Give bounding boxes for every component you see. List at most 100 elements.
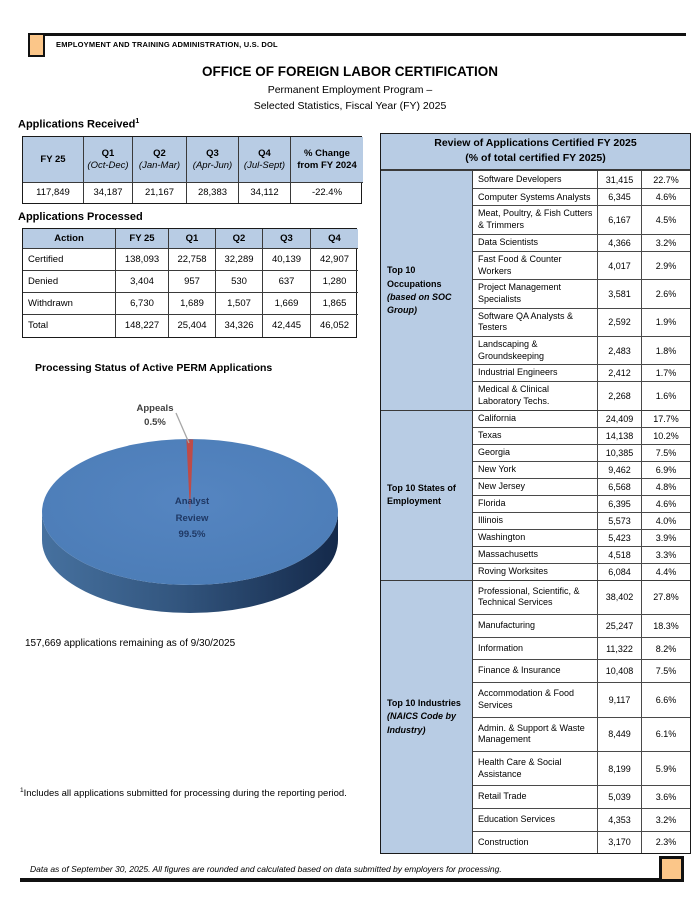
table-cell: 530 — [216, 271, 263, 293]
applications-received-table: FY 25 Q1 (Oct-Dec) Q2 (Jan-Mar) Q3 (Apr-Jun… — [22, 136, 363, 204]
review-item-name: Landscaping & Groundskeeping — [473, 336, 598, 365]
applications-processed-table: Action FY 25 Q1 Q2 Q3 Q4 Certified 138,09… — [22, 228, 358, 338]
top-industries-section: Top 10 Industries (NAICS Code by Industr… — [381, 579, 690, 854]
pie-side — [42, 512, 338, 613]
review-row: California 24,409 17.7% — [473, 410, 690, 427]
review-row: Construction 3,170 2.3% — [473, 830, 690, 854]
review-item-name: Project Management Specialists — [473, 280, 598, 308]
review-item-count: 8,199 — [598, 751, 642, 786]
review-row: Washington 5,423 3.9% — [473, 528, 690, 546]
page-title: OFFICE OF FOREIGN LABOR CERTIFICATION — [202, 64, 498, 79]
top-occupations-section: Top 10 Occupations (based on SOC Group) … — [381, 170, 690, 410]
table-cell: 25,404 — [169, 315, 216, 337]
review-item-name: Admin. & Support & Waste Management — [473, 717, 598, 751]
review-row: Data Scientists 4,366 3.2% — [473, 233, 690, 251]
review-item-name: Meat, Poultry, & Fish Cutters & Trimmers — [473, 206, 598, 234]
review-item-name: Construction — [473, 831, 598, 854]
review-item-percent: 4.4% — [655, 566, 677, 577]
review-item-count: 2,412 — [598, 365, 642, 382]
review-item-count: 38,402 — [598, 580, 642, 615]
review-row: Information 11,322 8.2% — [473, 636, 690, 660]
column-header: Q4 — [311, 229, 358, 249]
review-row: Roving Worksites 6,084 4.4% — [473, 562, 690, 580]
review-item-name: Medical & Clinical Laboratory Techs. — [473, 382, 598, 410]
review-item-count: 5,423 — [598, 529, 642, 546]
table-cell: 148,227 — [116, 315, 169, 337]
review-item-count: 6,395 — [598, 495, 642, 512]
review-item-name: Education Services — [473, 808, 598, 831]
review-item-percent: 2.9% — [655, 260, 677, 271]
review-item-percent: 1.8% — [655, 345, 677, 356]
review-item-count: 6,568 — [598, 478, 642, 495]
review-row: Landscaping & Groundskeeping 2,483 1.8% — [473, 335, 690, 365]
review-item-percent: 3.3% — [655, 549, 677, 560]
review-item-percent: 4.0% — [655, 515, 677, 526]
review-item-percent: 7.5% — [655, 666, 677, 677]
pie-slice-appeals — [186, 439, 194, 512]
review-item-name: Fast Food & Counter Workers — [473, 251, 598, 280]
review-item-percent: 2.3% — [655, 837, 677, 848]
corner-tab-bottom-right — [659, 856, 684, 882]
review-panel-title: Review of Applications Certified FY 2025… — [381, 134, 690, 171]
pie-chart-title: Processing Status of Active PERM Applica… — [35, 362, 273, 374]
review-item-name: California — [473, 410, 598, 427]
review-item-percent: 3.6% — [655, 792, 677, 803]
review-item-count: 6,345 — [598, 189, 642, 206]
review-item-count: 4,518 — [598, 546, 642, 563]
callout-leader-line — [175, 412, 190, 444]
table-cell: 34,187 — [84, 183, 133, 203]
table-cell: Withdrawn — [23, 293, 116, 315]
review-item-count: 2,268 — [598, 382, 642, 410]
table-cell: -22.4% — [311, 187, 343, 199]
review-item-name: Software QA Analysts & Testers — [473, 308, 598, 336]
column-header: Q4 (Jul-Sept) — [239, 137, 291, 183]
corner-tab-top-left — [28, 33, 45, 57]
header-rule — [28, 33, 686, 36]
applications-processed-heading: Applications Processed — [18, 211, 143, 223]
column-header: Q3 — [263, 229, 311, 249]
review-item-percent: 3.9% — [655, 532, 677, 543]
table-cell: 28,383 — [187, 183, 239, 203]
review-item-count: 2,483 — [598, 336, 642, 365]
review-row: Georgia 10,385 7.5% — [473, 443, 690, 461]
review-item-count: 9,462 — [598, 461, 642, 478]
review-row: Computer Systems Analysts 6,345 4.6% — [473, 188, 690, 206]
column-header: Q1 (Oct-Dec) — [84, 137, 133, 183]
review-item-count: 6,167 — [598, 206, 642, 234]
review-row: New Jersey 6,568 4.8% — [473, 477, 690, 495]
review-item-percent: 4.5% — [655, 215, 677, 226]
review-row: Software QA Analysts & Testers 2,592 1.9% — [473, 307, 690, 336]
review-item-name: Computer Systems Analysts — [473, 189, 598, 206]
review-row: Professional, Scientific, & Technical Se… — [473, 580, 690, 615]
footnote: 1Includes all applications submitted for… — [20, 787, 347, 800]
review-row: Software Developers 31,415 22.7% — [473, 171, 690, 189]
review-item-name: New Jersey — [473, 478, 598, 495]
review-item-percent: 8.2% — [655, 643, 677, 654]
footnote-marker: 1 — [135, 118, 140, 125]
review-row: Admin. & Support & Waste Management 8,449… — [473, 716, 690, 751]
review-row: Industrial Engineers 2,412 1.7% — [473, 364, 690, 382]
column-header: Q3 (Apr-Jun) — [187, 137, 239, 183]
top-industries-label: Top 10 Industries (NAICS Code by Industr… — [381, 580, 473, 854]
table-cell: Total — [23, 315, 116, 337]
review-item-count: 4,353 — [598, 808, 642, 831]
review-item-name: Professional, Scientific, & Technical Se… — [473, 580, 598, 615]
table-cell: 117,849 — [23, 183, 84, 203]
review-item-count: 5,573 — [598, 512, 642, 529]
review-item-count: 24,409 — [598, 410, 642, 427]
review-item-count: 10,385 — [598, 444, 642, 461]
pie-chart-graphic — [42, 412, 338, 613]
table-cell: 22,758 — [169, 249, 216, 271]
table-cell: 3,404 — [116, 271, 169, 293]
review-row: Florida 6,395 4.6% — [473, 494, 690, 512]
review-item-percent: 7.5% — [655, 447, 677, 458]
review-item-name: Florida — [473, 495, 598, 512]
review-row: Fast Food & Counter Workers 4,017 2.9% — [473, 250, 690, 280]
review-item-percent: 17.7% — [653, 413, 679, 424]
analyst-review-label: Analyst Review 99.5% — [174, 496, 210, 541]
table-cell: Certified — [23, 249, 116, 271]
review-item-count: 11,322 — [598, 637, 642, 660]
column-header: Q2 — [216, 229, 263, 249]
table-cell: Denied — [23, 271, 116, 293]
review-row: Accommodation & Food Services 9,117 6.6% — [473, 682, 690, 717]
